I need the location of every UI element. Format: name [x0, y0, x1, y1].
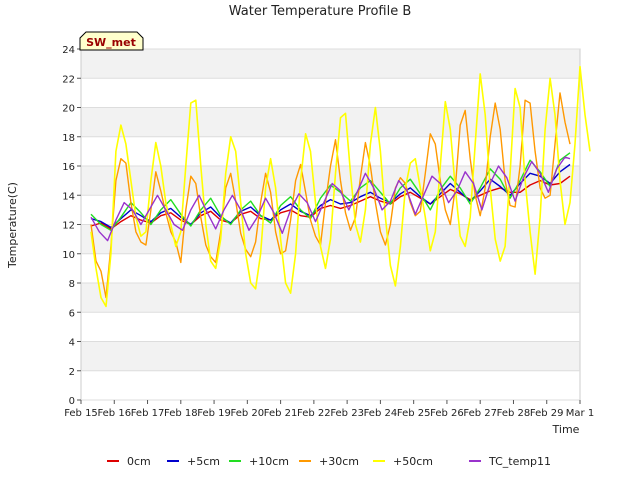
series-line-tc-temp11: [90, 156, 571, 242]
legend-label: +50cm: [393, 455, 433, 468]
legend: 0cm +5cm +10cm +30cm +50cm TC_temp11: [107, 455, 551, 468]
y-tick-label: 18: [62, 133, 75, 144]
series-line-10cm: [90, 152, 571, 231]
plot-band: [81, 107, 580, 137]
y-tick-label: 10: [62, 250, 75, 261]
x-tick-label: Feb 28: [497, 408, 531, 419]
series-line-50cm: [90, 65, 591, 308]
plot-band: [81, 78, 580, 108]
plot-band: [81, 49, 580, 79]
x-tick-label: Feb 23: [330, 408, 364, 419]
legend-label: +30cm: [319, 455, 359, 468]
x-tick-label: Feb 18: [164, 408, 198, 419]
x-tick-label: Feb 15: [64, 408, 98, 419]
legend-label: TC_temp11: [488, 455, 551, 468]
y-axis-label: Temperature(C): [6, 182, 19, 269]
legend-label: 0cm: [127, 455, 151, 468]
plot-band: [81, 370, 580, 400]
x-tick-label: Feb 20: [231, 408, 265, 419]
y-tick-label: 12: [62, 221, 75, 232]
site-badge: SW_met: [79, 31, 144, 51]
y-tick-label: 8: [69, 279, 75, 290]
y-tick-label: 14: [62, 191, 75, 202]
y-tick-label: 0: [69, 396, 75, 407]
y-tick-label: 24: [62, 45, 75, 56]
plot-bands: [81, 49, 580, 400]
x-tick-label: Feb 26: [430, 408, 464, 419]
plot-band: [81, 312, 580, 342]
y-tick-label: 22: [62, 74, 75, 85]
x-tick-label: Feb 24: [364, 408, 398, 419]
x-tick-label: Feb 25: [397, 408, 431, 419]
y-tick-label: 16: [62, 162, 75, 173]
x-tick-label: Feb 29: [530, 408, 564, 419]
x-tick-label: Feb 21: [264, 408, 298, 419]
x-tick-label: Feb 19: [197, 408, 231, 419]
x-tick-label: Feb 16: [97, 408, 131, 419]
x-axis-ticks: Feb 15 Feb 16 Feb 17 Feb 18 Feb 19 Feb 20 Feb …: [64, 400, 594, 419]
chart-title: Water Temperature Profile B: [229, 4, 412, 19]
y-tick-label: 2: [69, 367, 75, 378]
series-lines: [90, 65, 591, 308]
x-tick-label: Feb 27: [463, 408, 497, 419]
x-tick-label: Feb 22: [297, 408, 331, 419]
y-tick-label: 20: [62, 104, 75, 115]
series-line-30cm: [90, 92, 571, 299]
site-badge-box: [79, 31, 144, 51]
x-axis-label: Time: [552, 423, 580, 436]
site-badge-label: SW_met: [86, 36, 136, 49]
plot-band: [81, 253, 580, 283]
legend-label: +5cm: [187, 455, 220, 468]
x-tick-label: Feb 17: [131, 408, 165, 419]
plot-band: [81, 341, 580, 371]
y-tick-label: 6: [69, 308, 75, 319]
plot-band: [81, 136, 580, 166]
y-tick-label: 4: [69, 338, 75, 349]
x-tick-label: Mar 1: [566, 408, 594, 419]
plot-band: [81, 283, 580, 313]
legend-label: +10cm: [249, 455, 289, 468]
